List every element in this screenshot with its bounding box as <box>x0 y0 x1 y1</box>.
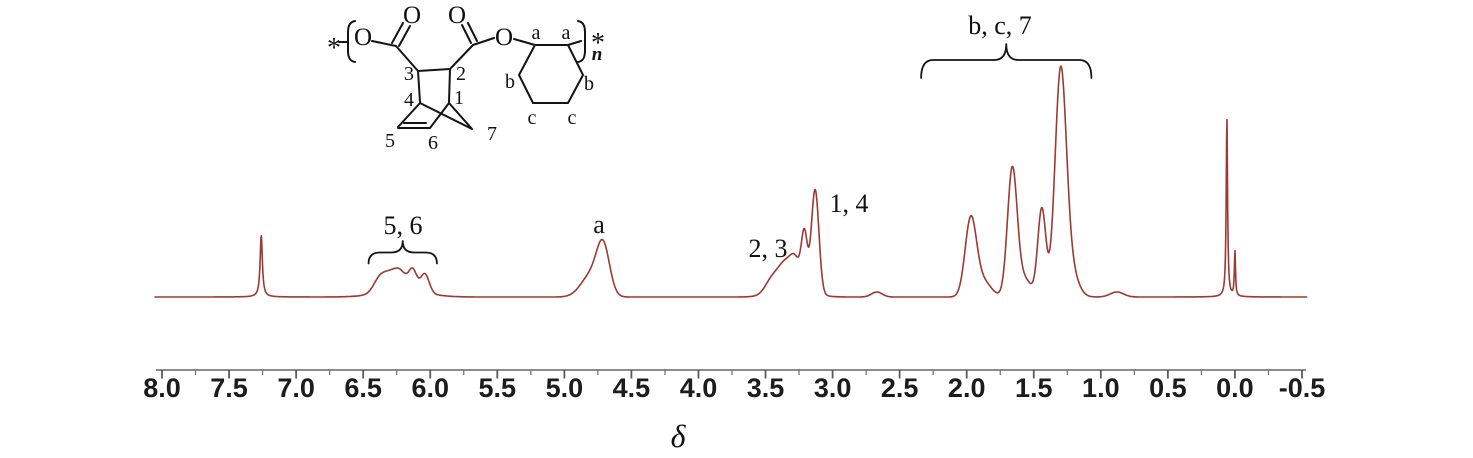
position-label-7: 7 <box>487 123 497 145</box>
axis-tick-label: 0.5 <box>1149 373 1187 403</box>
axis-tick-label: 8.0 <box>143 373 181 403</box>
spectrum-trace <box>155 66 1307 297</box>
axis-tick-label: 7.5 <box>210 373 248 403</box>
axis-tick-label: -0.5 <box>1279 373 1326 403</box>
peak-label-2-3: 2, 3 <box>749 234 788 263</box>
axis-tick-label: 4.5 <box>613 373 651 403</box>
nmr-spectrum: 8.0 7.5 7.0 6.5 6.0 5.5 5.0 4.5 4.0 3.5 3.0 2.5 2.0 1… <box>143 11 1325 454</box>
peak-label-1-4: 1, 4 <box>830 189 869 218</box>
position-label-5: 5 <box>385 130 395 152</box>
peak-label-b-c-7: b, c, 7 <box>968 11 1032 40</box>
axis-tick-label: 1.0 <box>1082 373 1120 403</box>
ring-label-a-right: a <box>562 22 571 44</box>
ring-label-a-left: a <box>532 22 541 44</box>
axis-tick-label: 6.5 <box>344 373 382 403</box>
atom-o-carbonyl-left: O <box>403 2 421 29</box>
bracket-b-c-7 <box>921 44 1091 78</box>
ring-label-b-right: b <box>584 73 594 95</box>
axis-tick-label: 0.0 <box>1216 373 1254 403</box>
atom-o-backbone: O <box>354 24 372 51</box>
nmr-figure-canvas: * O O O O 3 2 4 1 5 6 7 a a b b c c n * … <box>0 0 1473 458</box>
peak-label-a: a <box>593 210 605 239</box>
x-axis: 8.0 7.5 7.0 6.5 6.0 5.5 5.0 4.5 4.0 3.5 3.0 2.5 2.0 1… <box>143 370 1325 403</box>
axis-tick-label: 3.5 <box>747 373 785 403</box>
ring-label-b-left: b <box>505 71 515 93</box>
ring-label-c-left: c <box>528 107 537 129</box>
position-label-3: 3 <box>404 63 414 85</box>
endgroup-star-right: * <box>591 28 605 59</box>
axis-tick-label: 6.0 <box>411 373 449 403</box>
axis-tick-label: 5.5 <box>479 373 517 403</box>
axis-tick-label: 3.0 <box>814 373 852 403</box>
axis-tick-label: 7.0 <box>277 373 315 403</box>
atom-o-carbonyl-right: O <box>448 2 466 29</box>
axis-tick-label: 5.0 <box>546 373 584 403</box>
position-label-6: 6 <box>428 132 438 154</box>
ring-label-c-right: c <box>568 107 577 129</box>
axis-tick-label: 2.0 <box>948 373 986 403</box>
axis-tick-label: 4.0 <box>680 373 718 403</box>
molecular-structure: * O O O O 3 2 4 1 5 6 7 a a b b c c n * <box>327 2 605 154</box>
position-label-1: 1 <box>454 87 464 109</box>
axis-tick-label: 1.5 <box>1015 373 1053 403</box>
x-axis-label: δ <box>671 418 687 454</box>
bracket-5-6 <box>369 241 437 264</box>
axis-tick-label: 2.5 <box>881 373 919 403</box>
nmr-figure: * O O O O 3 2 4 1 5 6 7 a a b b c c n * … <box>0 0 1473 458</box>
position-label-4: 4 <box>404 89 414 111</box>
position-label-2: 2 <box>456 63 466 85</box>
endgroup-star-left: * <box>327 33 341 64</box>
atom-o-ester: O <box>495 24 513 51</box>
peak-label-5-6: 5, 6 <box>384 211 423 240</box>
